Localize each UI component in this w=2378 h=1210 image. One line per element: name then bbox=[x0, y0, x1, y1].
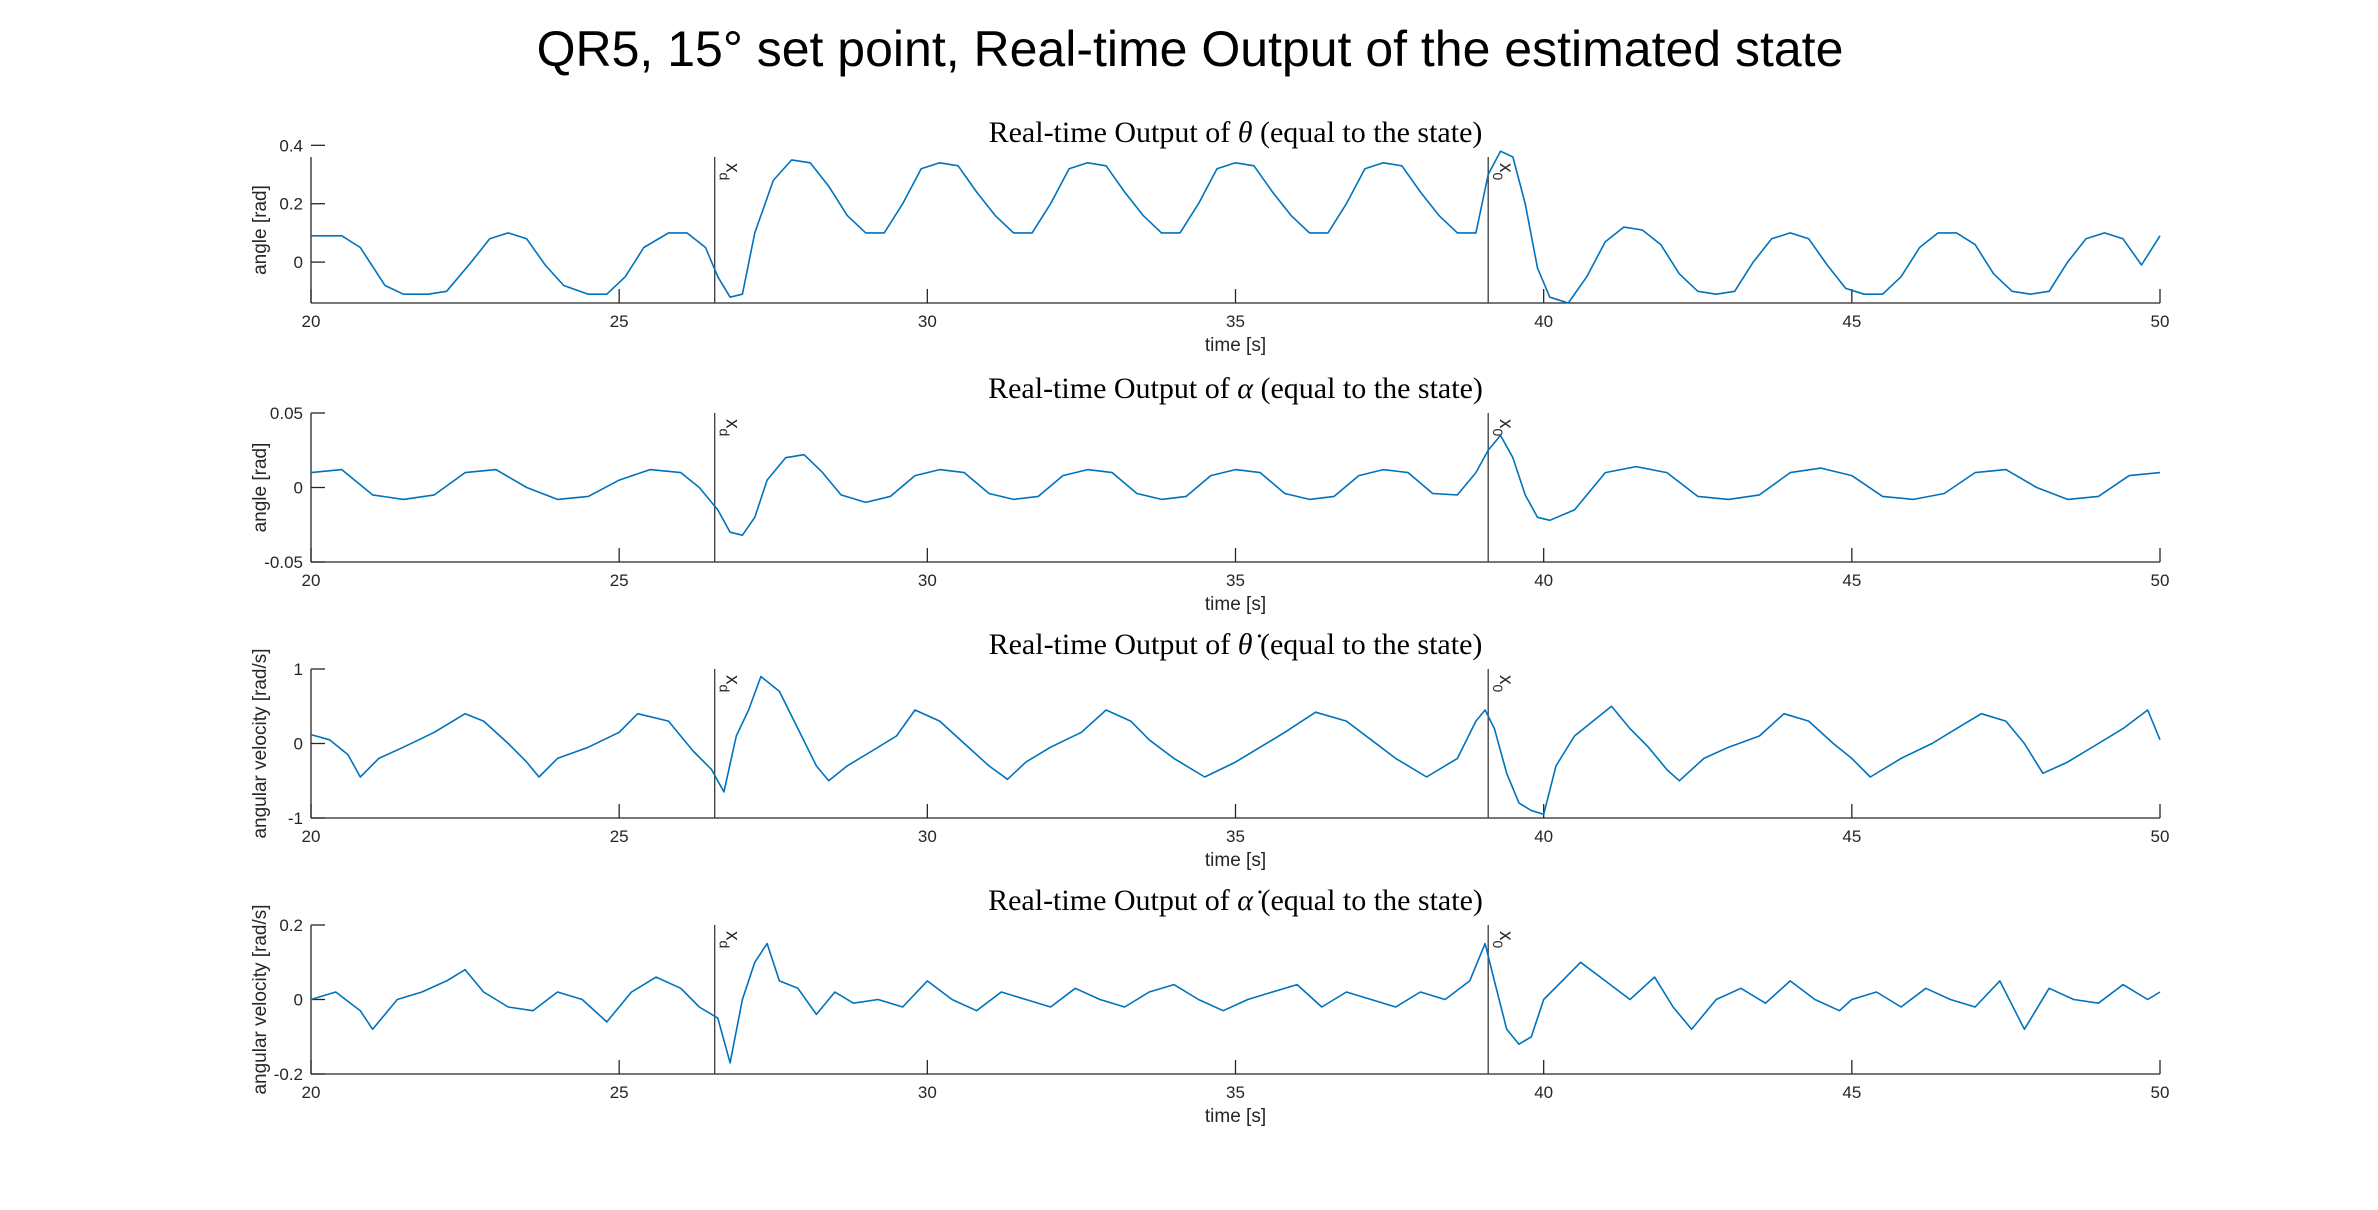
x-axis-label: time [s] bbox=[1205, 594, 1266, 615]
x-tick-label: 30 bbox=[918, 827, 937, 846]
event-line-label: xd bbox=[717, 931, 743, 948]
subplot-title-prefix: Real-time Output of bbox=[988, 884, 1237, 917]
y-tick-label: 1 bbox=[294, 660, 303, 679]
event-label-subscript: d bbox=[717, 941, 733, 949]
y-tick-label: 0 bbox=[294, 991, 303, 1010]
figure-title: QR5, 15° set point, Real-time Output of … bbox=[537, 21, 1844, 77]
x-axis-label: time [s] bbox=[1205, 1106, 1266, 1127]
event-label-subscript: 0 bbox=[1490, 941, 1506, 949]
data-series-line bbox=[310, 434, 2161, 536]
event-line-label: x0 bbox=[1490, 931, 1516, 949]
x-tick-label: 35 bbox=[1226, 312, 1245, 331]
y-tick-label: 0.4 bbox=[279, 136, 303, 155]
subplot-1: Real-time Output of θ (equal to the stat… bbox=[250, 116, 2169, 356]
subplot-title-suffix: (equal to the state) bbox=[1253, 372, 1483, 405]
event-line-label: x0 bbox=[1490, 675, 1516, 693]
x-tick-label: 50 bbox=[2151, 1083, 2170, 1102]
y-axis-label: angular velocity [rad/s] bbox=[250, 648, 271, 838]
subplot-4: Real-time Output of α̇ (equal to the sta… bbox=[250, 884, 2169, 1127]
event-line-label: xd bbox=[717, 163, 743, 180]
event-label-base: x bbox=[722, 675, 743, 685]
y-tick-label: 0 bbox=[294, 253, 303, 272]
event-label-base: x bbox=[722, 931, 743, 941]
event-label-base: x bbox=[1495, 931, 1516, 941]
subplot-title-prefix: Real-time Output of bbox=[989, 628, 1238, 661]
x-tick-label: 25 bbox=[610, 312, 629, 331]
data-series-line bbox=[311, 150, 2161, 304]
x-tick-label: 35 bbox=[1226, 827, 1245, 846]
event-line-label: xd bbox=[717, 675, 743, 692]
subplot-title-prefix: Real-time Output of bbox=[988, 372, 1237, 405]
x-axis-label: time [s] bbox=[1205, 850, 1266, 871]
event-line-label: xd bbox=[717, 419, 743, 436]
event-label-base: x bbox=[722, 163, 743, 173]
x-tick-label: 40 bbox=[1534, 827, 1553, 846]
subplot-title: Real-time Output of θ̇ (equal to the sta… bbox=[989, 628, 1483, 661]
x-tick-label: 20 bbox=[302, 827, 321, 846]
x-tick-label: 35 bbox=[1226, 571, 1245, 590]
x-tick-label: 45 bbox=[1842, 312, 1861, 331]
y-tick-label: 0.05 bbox=[270, 404, 303, 423]
y-tick-label: -0.05 bbox=[264, 553, 303, 572]
x-tick-label: 40 bbox=[1534, 1083, 1553, 1102]
x-tick-label: 25 bbox=[610, 571, 629, 590]
y-axis-label: angle [rad] bbox=[250, 443, 271, 533]
event-label-base: x bbox=[1495, 163, 1516, 173]
x-tick-label: 45 bbox=[1842, 571, 1861, 590]
event-line-label: x0 bbox=[1490, 163, 1516, 181]
y-tick-label: 0.2 bbox=[279, 195, 303, 214]
event-label-subscript: d bbox=[717, 429, 733, 437]
x-tick-label: 30 bbox=[918, 1083, 937, 1102]
event-label-subscript: d bbox=[717, 685, 733, 693]
x-tick-label: 25 bbox=[610, 827, 629, 846]
x-tick-label: 20 bbox=[302, 312, 321, 331]
subplot-title: Real-time Output of θ (equal to the stat… bbox=[989, 116, 1483, 149]
subplot-2: Real-time Output of α (equal to the stat… bbox=[250, 372, 2169, 615]
event-label-base: x bbox=[1495, 675, 1516, 685]
event-label-subscript: 0 bbox=[1490, 685, 1506, 693]
subplot-title: Real-time Output of α (equal to the stat… bbox=[988, 372, 1483, 405]
x-tick-label: 35 bbox=[1226, 1083, 1245, 1102]
x-tick-label: 50 bbox=[2151, 312, 2170, 331]
event-label-base: x bbox=[1495, 419, 1516, 429]
x-tick-label: 40 bbox=[1534, 571, 1553, 590]
subplots: Real-time Output of θ (equal to the stat… bbox=[250, 116, 2169, 1127]
y-tick-label: 0.2 bbox=[279, 916, 303, 935]
data-series-line bbox=[310, 675, 2161, 816]
data-series-line bbox=[310, 942, 2161, 1064]
event-line-label: x0 bbox=[1490, 419, 1516, 437]
subplot-title-suffix: (equal to the state) bbox=[1252, 116, 1482, 149]
subplot-title-prefix: Real-time Output of bbox=[989, 116, 1238, 149]
subplot-title-symbol: θ bbox=[1238, 116, 1253, 149]
x-tick-label: 45 bbox=[1842, 1083, 1861, 1102]
x-tick-label: 30 bbox=[918, 571, 937, 590]
x-tick-label: 20 bbox=[302, 1083, 321, 1102]
subplot-3: Real-time Output of θ̇ (equal to the sta… bbox=[250, 628, 2169, 871]
event-label-subscript: d bbox=[717, 173, 733, 181]
x-tick-label: 20 bbox=[302, 571, 321, 590]
event-label-subscript: 0 bbox=[1490, 429, 1506, 437]
x-tick-label: 45 bbox=[1842, 827, 1861, 846]
x-tick-label: 50 bbox=[2151, 571, 2170, 590]
y-tick-label: -0.2 bbox=[274, 1065, 303, 1084]
x-axis-label: time [s] bbox=[1205, 335, 1266, 356]
y-tick-label: -1 bbox=[288, 809, 303, 828]
x-tick-label: 25 bbox=[610, 1083, 629, 1102]
event-label-base: x bbox=[722, 419, 743, 429]
subplot-title-suffix: (equal to the state) bbox=[1252, 628, 1482, 661]
subplot-title: Real-time Output of α̇ (equal to the sta… bbox=[988, 884, 1483, 917]
y-axis-label: angle [rad] bbox=[250, 185, 271, 275]
event-label-subscript: 0 bbox=[1490, 173, 1506, 181]
x-tick-label: 40 bbox=[1534, 312, 1553, 331]
x-tick-label: 50 bbox=[2151, 827, 2170, 846]
y-tick-label: 0 bbox=[294, 735, 303, 754]
subplot-title-suffix: (equal to the state) bbox=[1253, 884, 1483, 917]
y-axis-label: angular velocity [rad/s] bbox=[250, 904, 271, 1094]
y-tick-label: 0 bbox=[294, 479, 303, 498]
x-tick-label: 30 bbox=[918, 312, 937, 331]
subplot-title-symbol: α bbox=[1237, 372, 1254, 405]
